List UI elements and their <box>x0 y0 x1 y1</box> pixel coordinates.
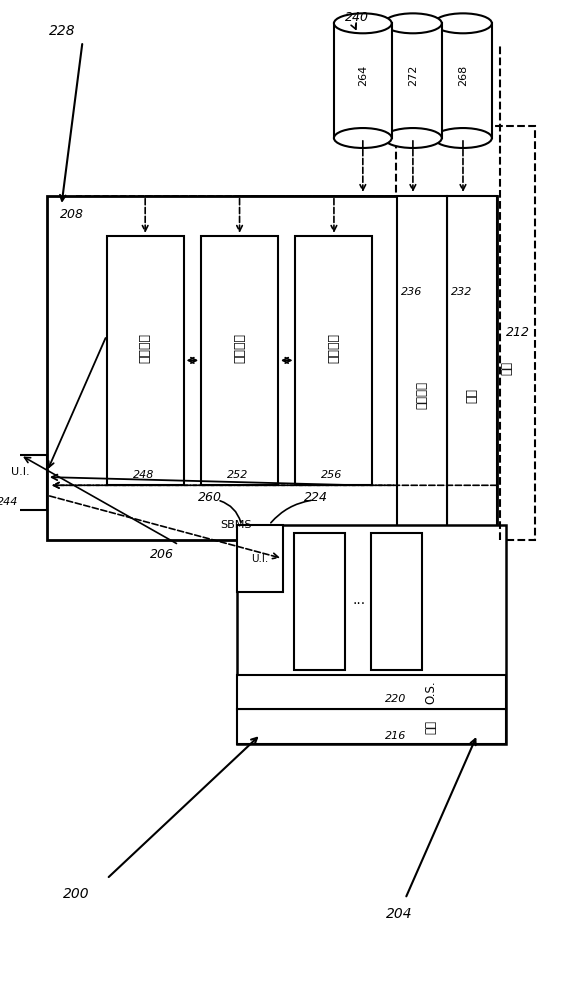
Ellipse shape <box>434 128 492 148</box>
Text: 216: 216 <box>385 731 406 741</box>
FancyBboxPatch shape <box>0 455 47 510</box>
Text: O.S.: O.S. <box>424 680 438 704</box>
FancyBboxPatch shape <box>384 23 442 138</box>
Text: 204: 204 <box>386 907 413 921</box>
FancyBboxPatch shape <box>236 709 506 744</box>
Text: 206: 206 <box>150 548 174 561</box>
Ellipse shape <box>434 13 492 33</box>
FancyBboxPatch shape <box>434 23 492 138</box>
FancyBboxPatch shape <box>294 533 344 670</box>
FancyBboxPatch shape <box>47 196 497 540</box>
Text: 产品管理: 产品管理 <box>139 333 151 363</box>
Text: U.I.: U.I. <box>11 467 30 477</box>
Text: SBMS: SBMS <box>220 520 251 530</box>
Text: 操作系统: 操作系统 <box>415 381 428 409</box>
Text: 208: 208 <box>61 208 84 221</box>
FancyBboxPatch shape <box>107 236 184 485</box>
Text: 264: 264 <box>358 64 368 86</box>
FancyBboxPatch shape <box>236 675 506 709</box>
Text: 网络: 网络 <box>501 361 514 375</box>
FancyBboxPatch shape <box>201 236 278 485</box>
Text: 硬件: 硬件 <box>424 720 438 734</box>
Text: 200: 200 <box>64 887 90 901</box>
Text: 232: 232 <box>451 287 473 297</box>
Ellipse shape <box>334 128 392 148</box>
Text: 订阅管理: 订阅管理 <box>233 333 246 363</box>
Text: 268: 268 <box>458 64 468 86</box>
Text: 228: 228 <box>49 24 76 38</box>
Ellipse shape <box>384 128 442 148</box>
Text: U.I.: U.I. <box>251 554 268 564</box>
Text: 240: 240 <box>345 11 369 24</box>
Text: 220: 220 <box>385 694 406 704</box>
Text: ...: ... <box>353 593 365 607</box>
FancyBboxPatch shape <box>334 23 392 138</box>
Text: 236: 236 <box>401 287 423 297</box>
Text: 计费引擎: 计费引擎 <box>327 333 340 363</box>
FancyBboxPatch shape <box>447 196 497 540</box>
FancyBboxPatch shape <box>295 236 372 485</box>
Text: 224: 224 <box>304 491 328 504</box>
Text: 256: 256 <box>321 470 343 480</box>
Text: 硬件: 硬件 <box>465 388 478 403</box>
Text: 212: 212 <box>506 326 531 339</box>
Text: 244: 244 <box>0 497 18 507</box>
Text: 260: 260 <box>198 491 222 504</box>
Ellipse shape <box>384 13 442 33</box>
Text: 252: 252 <box>227 470 249 480</box>
Text: 248: 248 <box>132 470 154 480</box>
Text: 272: 272 <box>408 64 418 86</box>
FancyBboxPatch shape <box>236 525 283 592</box>
Ellipse shape <box>334 13 392 33</box>
FancyBboxPatch shape <box>397 196 447 540</box>
FancyBboxPatch shape <box>372 533 421 670</box>
FancyBboxPatch shape <box>236 525 506 744</box>
